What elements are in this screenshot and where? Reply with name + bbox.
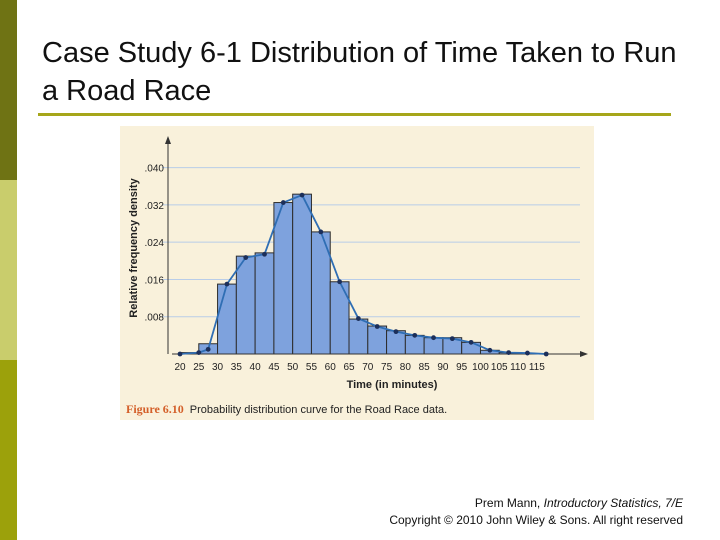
histogram-bar [367, 325, 388, 355]
figure-caption-text: Probability distribution curve for the R… [189, 404, 448, 416]
y-tick-label: .032 [145, 201, 165, 212]
y-axis-arrow [165, 136, 171, 144]
x-axis-arrow [580, 351, 588, 357]
histogram-bar [235, 255, 256, 355]
x-axis-title: Time (in minutes) [347, 379, 438, 391]
figure-caption: Figure 6.10 Probability distribution curv… [126, 402, 447, 417]
histogram-bar [348, 318, 369, 355]
histogram-bar [217, 283, 237, 355]
credit-author: Prem Mann, [474, 496, 544, 510]
curve-point [468, 339, 474, 345]
x-tick-label: 90 [437, 362, 449, 373]
curve-point [543, 351, 549, 357]
y-tick-label: .040 [145, 164, 165, 175]
side-accent-middle [0, 180, 17, 360]
x-tick-label: 35 [231, 362, 243, 373]
x-tick-label: 45 [268, 362, 280, 373]
x-tick-label: 60 [325, 362, 337, 373]
curve-point [177, 351, 183, 357]
side-accent-bottom [0, 360, 17, 540]
curve-point [224, 281, 230, 287]
y-tick-label: .008 [145, 313, 165, 324]
x-tick-label: 30 [212, 362, 224, 373]
histogram-bar [386, 330, 406, 355]
x-tick-label: 100 [472, 362, 489, 373]
histogram-bar [292, 193, 312, 355]
curve-point [243, 255, 249, 260]
y-tick-label: .016 [145, 275, 165, 286]
x-tick-label: 75 [381, 362, 393, 373]
y-tick-label: .024 [145, 238, 165, 249]
curve-point [205, 346, 211, 352]
curve-point [356, 316, 361, 321]
x-tick-label: 70 [362, 362, 374, 373]
histogram-bar [329, 281, 350, 355]
curve-point [487, 347, 493, 353]
x-tick-label: 80 [400, 362, 412, 373]
histogram-bar [273, 202, 294, 355]
curve-point [412, 332, 418, 338]
curve-point [299, 192, 305, 198]
x-tick-label: 20 [174, 362, 186, 373]
side-accent-top [0, 0, 17, 180]
credit-book: Introductory Statistics, 7/E [543, 496, 683, 510]
histogram-bar [254, 252, 275, 355]
x-tick-label: 55 [306, 362, 318, 373]
x-tick-label: 25 [193, 362, 205, 373]
curve-point [280, 200, 286, 205]
x-tick-label: 50 [287, 362, 299, 373]
curve-point [393, 329, 399, 335]
figure-caption-label: Figure 6.10 [126, 402, 184, 416]
histogram-bar [423, 337, 444, 355]
curve-point [196, 350, 202, 356]
curve-point [431, 335, 436, 341]
credit-block: Prem Mann, Introductory Statistics, 7/E … [389, 495, 683, 529]
x-tick-label: 85 [419, 362, 431, 373]
curve-point [374, 324, 380, 329]
x-tick-label: 40 [250, 362, 262, 373]
x-tick-label: 115 [529, 362, 545, 373]
x-tick-label: 105 [491, 362, 508, 373]
x-tick-label: 95 [456, 362, 468, 373]
curve-point [337, 279, 343, 285]
y-axis-title: Relative frequency density [128, 177, 140, 317]
figure-panel: .008 .016 .024 .032 .040 20 25 30 35 40 45 50 55 60 65… [120, 126, 594, 420]
curve-point [262, 251, 267, 257]
title-underline [38, 113, 671, 116]
curve-point [318, 229, 324, 235]
x-tick-label: 65 [343, 362, 355, 373]
credit-copyright: Copyright © 2010 John Wiley & Sons. All … [389, 513, 683, 527]
slide-title: Case Study 6-1 Distribution of Time Take… [42, 37, 677, 107]
curve-point [506, 350, 512, 356]
curve-point [525, 350, 530, 356]
histogram-bar [404, 334, 425, 355]
histogram-chart: .008 .016 .024 .032 .040 20 25 30 35 40 45 50 55 60 65… [128, 136, 588, 391]
x-tick-label: 110 [510, 362, 526, 373]
curve-point [449, 336, 455, 342]
